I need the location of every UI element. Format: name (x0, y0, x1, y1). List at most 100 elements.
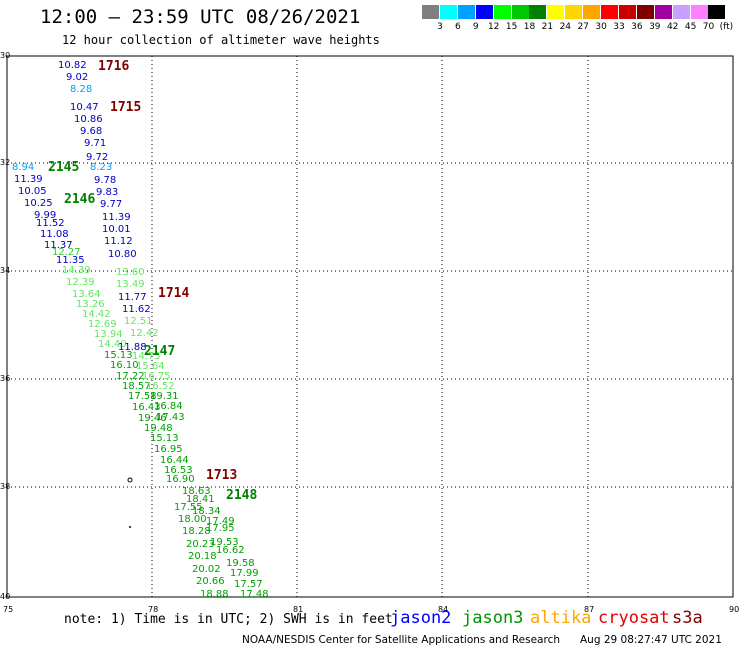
wave-height-value: 18.88 (200, 589, 229, 600)
color-scale-label: 12 (487, 22, 500, 32)
color-scale-label: 18 (523, 22, 536, 32)
color-swatch (672, 5, 690, 19)
latitude-label: 30 (0, 51, 11, 60)
wave-height-value: 13.64 (72, 289, 101, 300)
wave-height-value: 15.13 (150, 433, 179, 444)
wave-height-value: 9.72 (86, 152, 109, 163)
color-swatch (601, 5, 618, 19)
color-swatch (493, 5, 511, 19)
wave-height-value: 15.64 (136, 361, 165, 372)
wave-height-value: 13.26 (76, 299, 105, 310)
wave-height-value: 11.37 (44, 240, 73, 251)
pass-number-label: 1716 (98, 59, 130, 74)
color-swatch (708, 5, 726, 19)
credit-date: Aug 29 08:27:47 UTC 2021 (580, 634, 722, 646)
longitude-label: 87 (584, 605, 595, 614)
wave-height-value: 11.62 (122, 304, 151, 315)
wave-height-value: 13.60 (116, 267, 145, 278)
wave-height-value: 9.77 (100, 199, 123, 210)
mission-legend-item: altika (530, 608, 592, 628)
longitude-label: 90 (729, 605, 740, 614)
wave-height-value: 16.44 (160, 455, 189, 466)
wave-height-value: 16.53 (164, 465, 193, 476)
color-swatch (422, 5, 439, 19)
pass-number-label: 2147 (144, 344, 176, 359)
wave-height-value: 16.52 (146, 381, 175, 392)
color-swatch (690, 5, 708, 19)
wave-height-value: 9.68 (80, 126, 103, 137)
color-scale-label: 45 (684, 22, 697, 32)
wave-height-value: 8.94 (12, 162, 35, 173)
pass-number-label: 1714 (158, 286, 190, 301)
longitude-label: 81 (293, 605, 304, 614)
color-scale-label: 36 (631, 22, 643, 32)
wave-height-value: 15.13 (104, 350, 133, 361)
wave-height-value: 16.43 (132, 402, 161, 413)
color-swatch (439, 5, 457, 19)
wave-height-value: 19.31 (150, 391, 179, 402)
misc-markers (127, 477, 133, 528)
wave-height-value: 11.88 (118, 342, 147, 353)
latitude-label: 40 (0, 592, 11, 601)
color-scale-label: 42 (666, 22, 679, 32)
wave-height-value: 11.08 (40, 229, 69, 240)
wave-height-value: 18.00 (178, 514, 207, 525)
wave-height-value: 17.49 (206, 516, 235, 527)
wave-height-value: 10.82 (58, 60, 87, 71)
wave-height-value: 8.23 (90, 162, 113, 173)
longitude-label: 75 (3, 605, 14, 614)
wave-height-value: 17.99 (230, 568, 259, 579)
latitude-label: 34 (0, 266, 11, 275)
marker-dot (129, 526, 131, 528)
latitude-label: 38 (0, 482, 11, 491)
wave-height-value: 16.95 (154, 444, 183, 455)
wave-height-value: 12.27 (52, 247, 81, 258)
pass-number-label: 2148 (226, 488, 258, 503)
wave-height-value: 9.99 (34, 210, 57, 221)
marker-dot (127, 477, 133, 483)
page-title: 12:00 – 23:59 UTC 08/26/2021 (40, 6, 361, 28)
latitude-label: 32 (0, 158, 11, 167)
color-scale-label: 9 (472, 22, 479, 32)
wave-height-value: 14.39 (62, 265, 91, 276)
credit-text: NOAA/NESDIS Center for Satellite Applica… (242, 634, 560, 646)
wave-height-value: 9.71 (84, 138, 107, 149)
wave-height-value: 18.28 (182, 526, 211, 537)
color-swatch (547, 5, 565, 19)
color-scale-label: 15 (505, 22, 518, 32)
color-scale-label: (ft) (719, 22, 734, 32)
wave-height-value: 11.77 (118, 292, 147, 303)
wave-height-value: 11.35 (56, 255, 85, 266)
wave-height-value: 17.57 (234, 579, 263, 590)
color-swatch (654, 5, 672, 19)
wave-height-value: 17.58 (128, 391, 157, 402)
color-scale-label: 33 (613, 22, 625, 32)
wave-height-value: 14.75 (132, 351, 161, 362)
wave-height-value: 11.12 (104, 236, 133, 247)
pass-number-label: 2146 (64, 192, 96, 207)
mission-legend-item: s3a (672, 608, 703, 628)
wave-height-value: 9.78 (94, 175, 117, 186)
color-scale-label: 30 (595, 22, 607, 32)
wave-height-value: 17.22 (116, 371, 145, 382)
color-scale-label: 39 (649, 22, 661, 32)
wave-height-value: 10.47 (70, 102, 99, 113)
pass-number-label: 2145 (48, 160, 80, 175)
wave-height-value: 14.42 (82, 309, 111, 320)
wave-height-value: 17.48 (240, 589, 269, 600)
wave-height-value: 20.18 (188, 551, 217, 562)
wave-height-value: 18.41 (186, 494, 215, 505)
page-subtitle: 12 hour collection of altimeter wave hei… (62, 33, 380, 47)
longitude-label: 78 (148, 605, 159, 614)
wave-height-value: 19.48 (144, 423, 173, 434)
wave-height-value: 12.39 (66, 277, 95, 288)
wave-height-value: 19.53 (210, 537, 239, 548)
pass-number-label: 1713 (206, 468, 238, 483)
color-swatch (618, 5, 636, 19)
wave-height-value: 19.46 (138, 413, 167, 424)
pass-number-label: 1715 (110, 100, 142, 115)
longitude-label: 84 (438, 605, 449, 614)
wave-height-value: 17.95 (206, 523, 235, 534)
wave-height-value: 17.43 (156, 412, 185, 423)
